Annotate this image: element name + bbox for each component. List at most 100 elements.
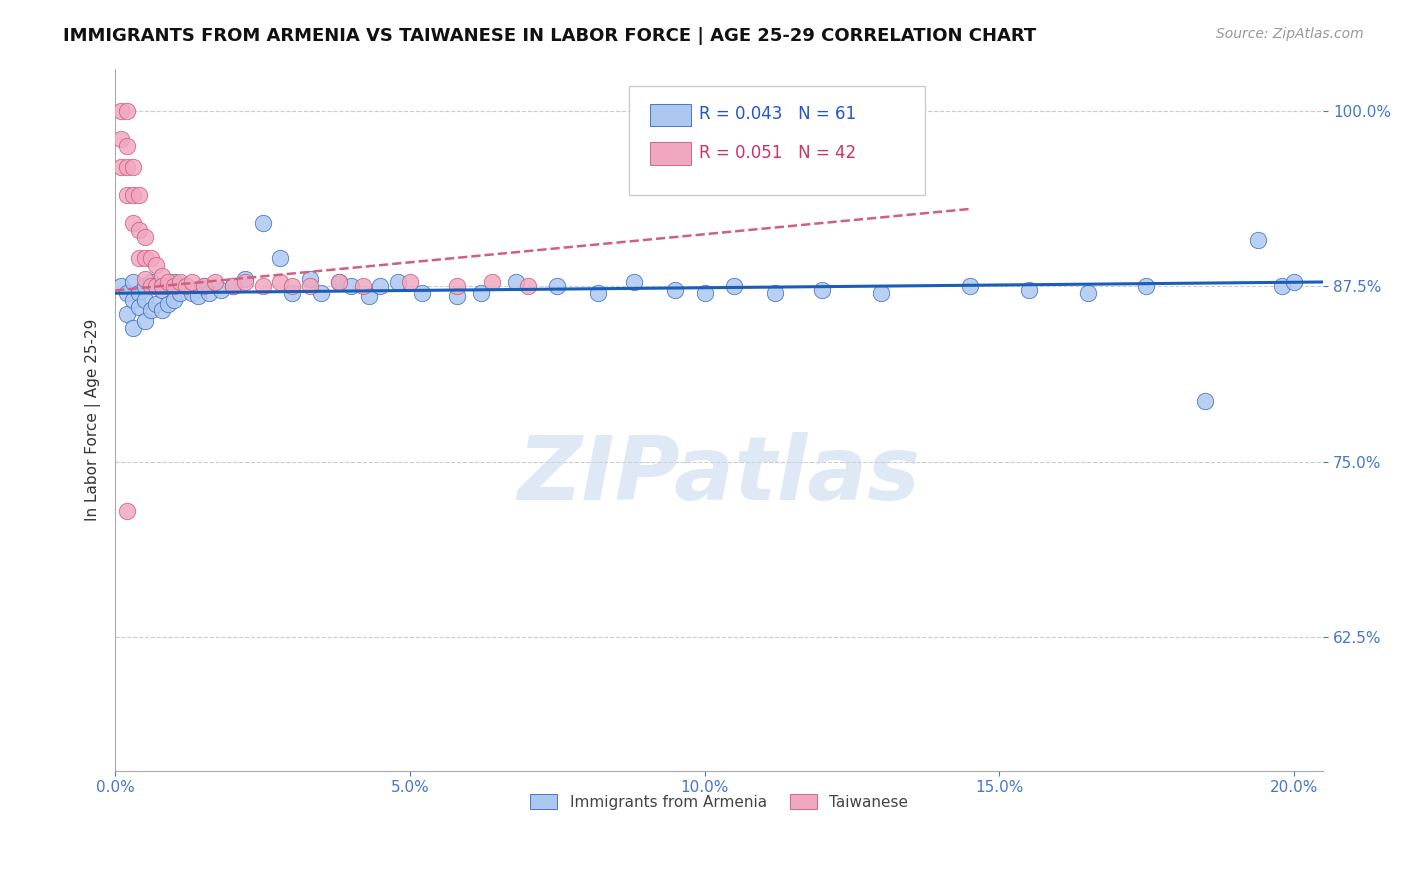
Point [180, 275, 202, 289]
Point [370, 279, 392, 293]
Point [623, 275, 645, 289]
Point [870, 286, 893, 301]
Point [1247, 233, 1270, 247]
Point [128, 188, 150, 202]
Point [180, 286, 202, 301]
Point [328, 275, 350, 289]
FancyBboxPatch shape [651, 103, 692, 126]
Point [269, 251, 291, 265]
Point [115, 504, 138, 518]
Point [693, 286, 716, 301]
Point [959, 279, 981, 293]
Point [145, 258, 167, 272]
Point [387, 275, 409, 289]
Point [110, 279, 132, 293]
Point [157, 279, 180, 293]
Point [115, 307, 138, 321]
Point [298, 272, 321, 286]
Point [723, 279, 745, 293]
Point [505, 275, 527, 289]
Y-axis label: In Labor Force | Age 25-29: In Labor Force | Age 25-29 [86, 318, 101, 521]
Text: R = 0.051   N = 42: R = 0.051 N = 42 [699, 144, 856, 161]
Point [1194, 394, 1216, 409]
Text: Source: ZipAtlas.com: Source: ZipAtlas.com [1216, 27, 1364, 41]
Point [174, 279, 197, 293]
Point [134, 230, 156, 244]
Point [122, 321, 145, 335]
Point [1135, 279, 1157, 293]
Point [157, 297, 180, 311]
Point [664, 284, 686, 298]
Point [139, 251, 162, 265]
Point [169, 286, 191, 301]
Point [328, 275, 350, 289]
Point [150, 303, 173, 318]
Point [150, 269, 173, 284]
Point [157, 275, 180, 289]
Point [128, 251, 150, 265]
Point [340, 279, 363, 293]
Point [134, 279, 156, 293]
Point [174, 279, 197, 293]
Point [145, 297, 167, 311]
Point [163, 275, 186, 289]
Point [411, 286, 433, 301]
FancyBboxPatch shape [651, 142, 692, 165]
Point [193, 279, 215, 293]
Point [269, 275, 291, 289]
Point [134, 272, 156, 286]
Point [122, 160, 145, 174]
Point [134, 293, 156, 308]
Point [1271, 279, 1294, 293]
Point [169, 275, 191, 289]
Point [115, 160, 138, 174]
Point [122, 216, 145, 230]
Point [115, 188, 138, 202]
Point [281, 286, 304, 301]
Point [233, 275, 256, 289]
Point [204, 275, 226, 289]
Point [139, 275, 162, 289]
Point [588, 286, 610, 301]
Point [352, 279, 374, 293]
Point [398, 275, 420, 289]
Point [516, 279, 538, 293]
Text: R = 0.043   N = 61: R = 0.043 N = 61 [699, 105, 856, 123]
Point [481, 275, 503, 289]
Point [446, 279, 468, 293]
Point [139, 303, 162, 318]
Point [252, 279, 274, 293]
Point [811, 284, 834, 298]
Point [446, 289, 468, 303]
Point [546, 279, 568, 293]
Point [281, 279, 304, 293]
Point [252, 216, 274, 230]
Point [163, 279, 186, 293]
Point [145, 279, 167, 293]
Point [128, 223, 150, 237]
Point [134, 251, 156, 265]
Point [150, 279, 173, 293]
Point [122, 275, 145, 289]
Point [233, 272, 256, 286]
Text: IMMIGRANTS FROM ARMENIA VS TAIWANESE IN LABOR FORCE | AGE 25-29 CORRELATION CHAR: IMMIGRANTS FROM ARMENIA VS TAIWANESE IN … [63, 27, 1036, 45]
Point [198, 286, 221, 301]
Point [150, 284, 173, 298]
Point [115, 103, 138, 118]
Point [122, 188, 145, 202]
Point [134, 314, 156, 328]
Point [139, 279, 162, 293]
Point [110, 132, 132, 146]
Point [145, 279, 167, 293]
Point [193, 279, 215, 293]
Point [222, 279, 245, 293]
Point [1077, 286, 1099, 301]
Legend: Immigrants from Armenia, Taiwanese: Immigrants from Armenia, Taiwanese [524, 788, 914, 815]
FancyBboxPatch shape [628, 86, 925, 195]
Point [163, 293, 186, 308]
Point [298, 279, 321, 293]
Point [209, 284, 232, 298]
Point [470, 286, 492, 301]
Point [187, 289, 209, 303]
Point [115, 138, 138, 153]
